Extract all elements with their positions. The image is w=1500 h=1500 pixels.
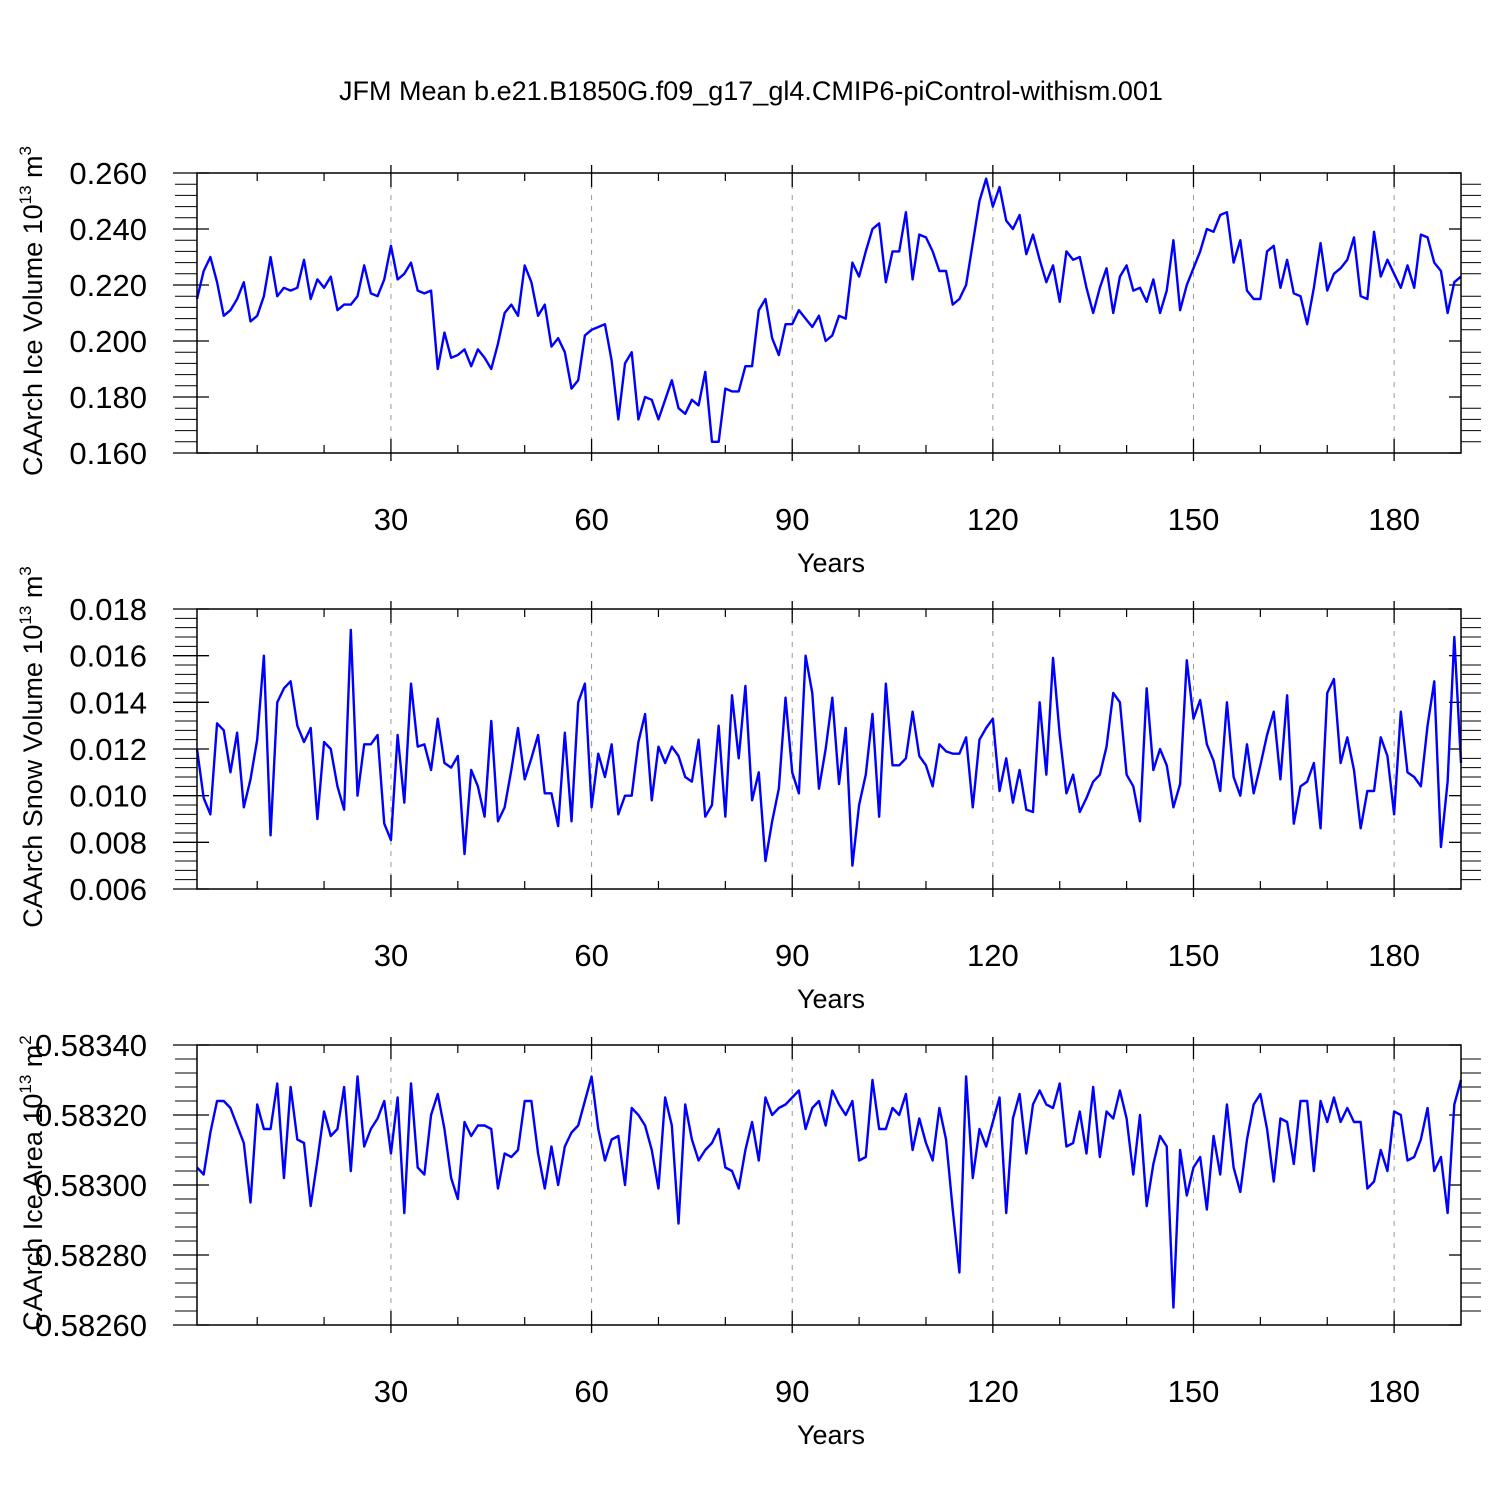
chart-1-y-axis-label-unit-exp: 3 [16,566,35,575]
chart-0-y-tick-label-0: 0.160 [69,436,147,471]
chart-0-y-tick-label-3: 0.220 [69,268,147,303]
chart-2-y-axis-label-exp: 13 [16,1075,35,1094]
chart-0-y-tick-label-5: 0.260 [69,156,147,191]
chart-0-y-tick-label-4: 0.240 [69,212,147,247]
chart-0-x-tick-label-5: 180 [1368,502,1420,537]
chart-1-x-tick-label-5: 180 [1368,938,1420,973]
chart-1-y-tick-label-5: 0.016 [69,639,147,674]
chart-0-x-tick-label-2: 90 [775,502,809,537]
chart-2-y-tick-label-0: 0.58260 [35,1308,147,1343]
chart-1-x-tick-label-3: 120 [967,938,1019,973]
chart-2-x-tick-label-1: 60 [574,1374,608,1409]
chart-2-y-axis-label-main: CAArch Ice Area 10 [18,1094,48,1331]
chart-2-y-axis-label-unit-exp: 2 [16,1035,35,1044]
chart-0-x-tick-label-4: 150 [1168,502,1220,537]
chart-1-y-axis-label-unit: m [18,576,48,606]
chart-0-x-tick-label-1: 60 [574,502,608,537]
chart-0-x-tick-label-3: 120 [967,502,1019,537]
chart-1-y-axis-label: CAArch Snow Volume 1013 m3 [16,566,48,928]
chart-0-series-line [195,177,1462,443]
chart-2-x-tick-label-0: 30 [374,1374,408,1409]
chart-0-plot-frame [196,172,1462,454]
chart-1-y-tick-label-0: 0.006 [69,872,147,907]
chart-1-x-axis-label: Years [797,984,865,1014]
chart-0-y-axis-label-main: CAArch Ice Volume 10 [18,204,48,476]
chart-2-x-axis-label: Years [797,1420,865,1450]
chart-1-series-line [195,628,1463,867]
chart-0-y-axis-label-unit-exp: 3 [16,146,35,155]
chart-2-y-axis-label: CAArch Ice Area 1013 m2 [16,1035,48,1331]
chart-0-y-axis-label-exp: 13 [16,185,35,204]
chart-1-y-tick-label-3: 0.012 [69,732,147,767]
chart-0-y-axis-label: CAArch Ice Volume 1013 m3 [16,146,48,476]
chart-0-y-tick-label-1: 0.180 [69,380,147,415]
chart-2-x-tick-label-3: 120 [967,1374,1019,1409]
chart-1-y-axis-label-main: CAArch Snow Volume 10 [18,625,48,928]
chart-1-y-tick-label-1: 0.008 [69,825,147,860]
chart-2-y-tick-label-3: 0.58320 [35,1098,147,1133]
chart-0-y-axis-label-unit: m [18,155,48,185]
chart-2-plot-frame [196,1044,1462,1326]
chart-title: JFM Mean b.e21.B1850G.f09_g17_gl4.CMIP6-… [339,76,1163,106]
chart-2-x-tick-label-5: 180 [1368,1374,1420,1409]
chart-1-y-tick-label-6: 0.018 [69,592,147,627]
chart-2-y-tick-label-1: 0.58280 [35,1238,147,1273]
chart-1-y-tick-label-4: 0.014 [69,685,147,720]
chart-1-x-tick-label-0: 30 [374,938,408,973]
chart-1-x-tick-label-1: 60 [574,938,608,973]
chart-2-x-tick-label-4: 150 [1168,1374,1220,1409]
chart-2-series-line [196,1075,1463,1309]
chart-1-x-tick-label-4: 150 [1168,938,1220,973]
chart-1-y-tick-label-2: 0.010 [69,779,147,814]
chart-0-y-tick-label-2: 0.200 [69,324,147,359]
chart-1-plot-frame [196,608,1462,890]
chart-2-x-tick-label-2: 90 [775,1374,809,1409]
chart-1-x-tick-label-2: 90 [775,938,809,973]
chart-2-y-tick-label-4: 0.58340 [35,1028,147,1063]
chart-0-x-tick-label-0: 30 [374,502,408,537]
chart-2-y-axis-label-unit: m [18,1045,48,1075]
chart-2-y-tick-label-2: 0.58300 [35,1168,147,1203]
chart-0-x-axis-label: Years [797,548,865,578]
chart-1-y-axis-label-exp: 13 [16,606,35,625]
